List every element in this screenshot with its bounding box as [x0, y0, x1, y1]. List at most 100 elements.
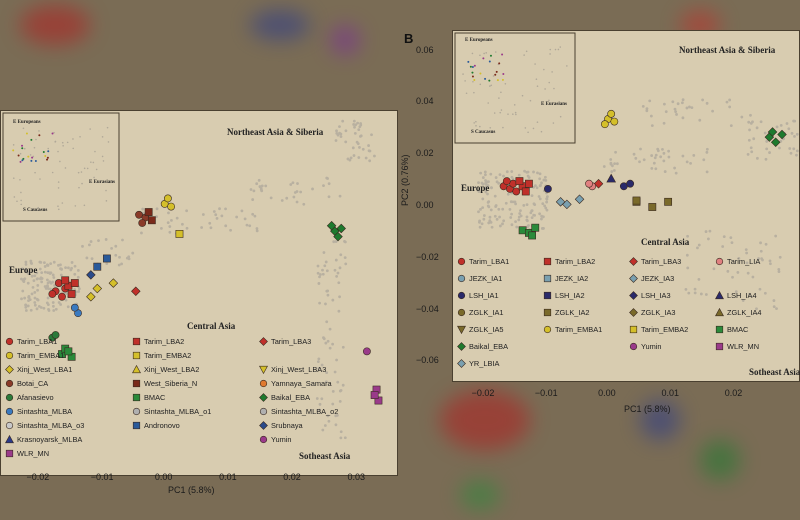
- reference-individual-point: [26, 304, 30, 308]
- inset-point: [554, 48, 557, 51]
- inset-point: [102, 160, 105, 162]
- reference-individual-point: [181, 222, 184, 226]
- inset-point: [553, 87, 555, 90]
- reference-individual-point: [707, 237, 710, 241]
- reference-individual-point: [479, 207, 482, 211]
- legend-marker: [457, 342, 466, 351]
- reference-individual-point: [532, 213, 536, 217]
- reference-individual-point: [48, 272, 52, 275]
- reference-individual-point: [728, 98, 732, 102]
- reference-individual-point: [280, 199, 284, 202]
- legend-symbol: [5, 435, 14, 444]
- legend-label: JEZK_IA2: [555, 274, 589, 283]
- reference-individual-point: [526, 225, 530, 228]
- inset-point: [500, 109, 503, 111]
- reference-individual-point: [21, 267, 24, 271]
- reference-individual-point: [32, 279, 36, 283]
- reference-individual-point: [215, 217, 219, 220]
- reference-individual-point: [755, 307, 758, 311]
- inset-label: S Caucasus: [471, 130, 495, 135]
- inset-point: [515, 113, 517, 116]
- reference-individual-point: [522, 203, 526, 207]
- legend-item: Krasnoyarsk_MLBA: [5, 435, 82, 444]
- reference-individual-point: [705, 170, 709, 174]
- inset-sample-point: [34, 160, 37, 163]
- reference-individual-point: [77, 290, 81, 293]
- legend-item: Tarim_EMBA2: [132, 351, 191, 360]
- reference-individual-point: [344, 140, 348, 144]
- inset-sample-point: [479, 72, 482, 75]
- reference-individual-point: [705, 101, 709, 105]
- reference-individual-point: [373, 154, 376, 158]
- legend-label: BMAC: [727, 325, 749, 334]
- background-blur-6: [460, 480, 500, 510]
- inset-label: S Caucasus: [23, 208, 47, 213]
- reference-individual-point: [39, 260, 43, 264]
- reference-individual-point: [532, 170, 535, 174]
- legend-marker: [457, 325, 466, 334]
- inset-point: [57, 205, 59, 208]
- reference-individual-point: [326, 293, 330, 297]
- inset-point: [494, 51, 497, 53]
- region-label: Central Asia: [641, 237, 690, 247]
- reference-individual-point: [763, 291, 767, 295]
- panel-b-x-tick-label: 0.01: [661, 388, 679, 398]
- reference-individual-point: [341, 345, 345, 349]
- reference-individual-point: [667, 149, 671, 153]
- inset-sample-point: [21, 147, 24, 150]
- data-point-zglk-ia: [648, 203, 657, 211]
- reference-individual-point: [322, 251, 326, 254]
- legend-item: ZGLK_IA5: [457, 325, 504, 334]
- reference-individual-point: [610, 170, 614, 173]
- reference-individual-point: [170, 218, 173, 222]
- legend-label: Sintashta_MLBA_o2: [271, 407, 339, 416]
- reference-individual-point: [361, 147, 365, 151]
- reference-individual-point: [52, 276, 56, 279]
- reference-individual-point: [327, 419, 331, 423]
- reference-individual-point: [778, 146, 781, 150]
- legend-label: Tarim_LBA1: [17, 337, 58, 346]
- reference-individual-point: [337, 281, 341, 285]
- inset-point: [94, 150, 96, 153]
- reference-individual-point: [748, 128, 751, 132]
- legend-symbol: [259, 337, 268, 346]
- reference-individual-point: [73, 272, 77, 276]
- reference-individual-point: [42, 306, 46, 310]
- reference-individual-point: [653, 156, 657, 160]
- reference-individual-point: [490, 225, 494, 229]
- reference-individual-point: [765, 147, 769, 151]
- reference-individual-point: [697, 243, 701, 247]
- reference-individual-point: [331, 402, 335, 406]
- legend-symbol: [259, 393, 268, 402]
- legend-symbol: [629, 291, 638, 300]
- reference-individual-point: [542, 227, 545, 230]
- reference-individual-point: [70, 261, 74, 264]
- reference-individual-point: [519, 214, 523, 218]
- reference-individual-point: [229, 228, 232, 232]
- reference-individual-point: [788, 147, 792, 150]
- legend-label: ZGLK_IA3: [641, 308, 676, 317]
- reference-individual-point: [763, 131, 767, 135]
- panel-a-x-tick-label: −0.01: [90, 472, 114, 482]
- legend-marker: [132, 337, 141, 346]
- legend-item: Sintashta_MLBA_o1: [132, 407, 211, 416]
- reference-individual-point: [478, 219, 482, 223]
- reference-individual-point: [209, 226, 213, 230]
- legend-label: WLR_MN: [17, 449, 50, 458]
- data-point-tarim-emba1: [167, 202, 176, 211]
- inset-label: E Europeans: [465, 38, 493, 43]
- legend-marker: [543, 308, 552, 317]
- legend-marker: [259, 435, 268, 444]
- legend-label: Tarim_LIA: [727, 257, 761, 266]
- reference-individual-point: [33, 303, 37, 307]
- reference-individual-point: [334, 240, 338, 243]
- legend-symbol: [629, 257, 638, 266]
- legend-marker: [543, 291, 552, 300]
- inset-point: [37, 206, 39, 209]
- inset-sample-point: [501, 78, 504, 81]
- reference-individual-point: [494, 204, 498, 207]
- reference-individual-point: [688, 105, 691, 109]
- reference-individual-point: [40, 271, 44, 274]
- reference-individual-point: [269, 196, 273, 200]
- inset-point: [532, 127, 535, 130]
